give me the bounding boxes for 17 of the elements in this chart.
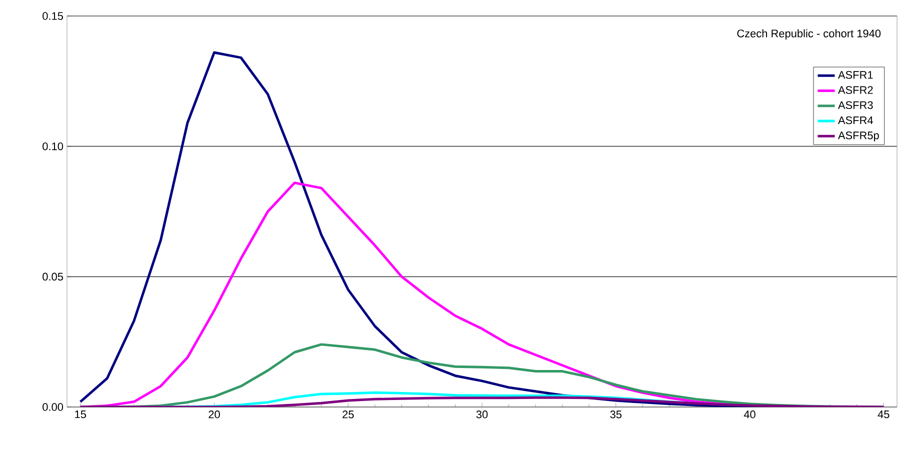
y-tick-label: 0.15 xyxy=(42,12,64,20)
x-tick-label: 35 xyxy=(610,410,622,418)
legend-label: ASFR1 xyxy=(838,71,873,79)
y-tick-label: 0.00 xyxy=(42,403,64,411)
legend-label: ASFR5p xyxy=(838,132,879,142)
x-tick-label: 25 xyxy=(342,410,354,418)
x-tick-label: 40 xyxy=(744,410,756,418)
legend-label: ASFR2 xyxy=(838,86,873,94)
annotation: Czech Republic - cohort 1940 xyxy=(737,29,881,40)
y-tick-label: 0.05 xyxy=(42,272,64,281)
x-tick-label: 15 xyxy=(75,410,86,418)
y-tick-label: 0.10 xyxy=(42,142,64,150)
legend-label: ASFR4 xyxy=(838,116,873,124)
legend-label: ASFR3 xyxy=(838,101,873,110)
x-tick-label: 30 xyxy=(476,410,488,418)
x-tick-label: 45 xyxy=(878,410,890,418)
x-tick-label: 20 xyxy=(208,410,220,418)
